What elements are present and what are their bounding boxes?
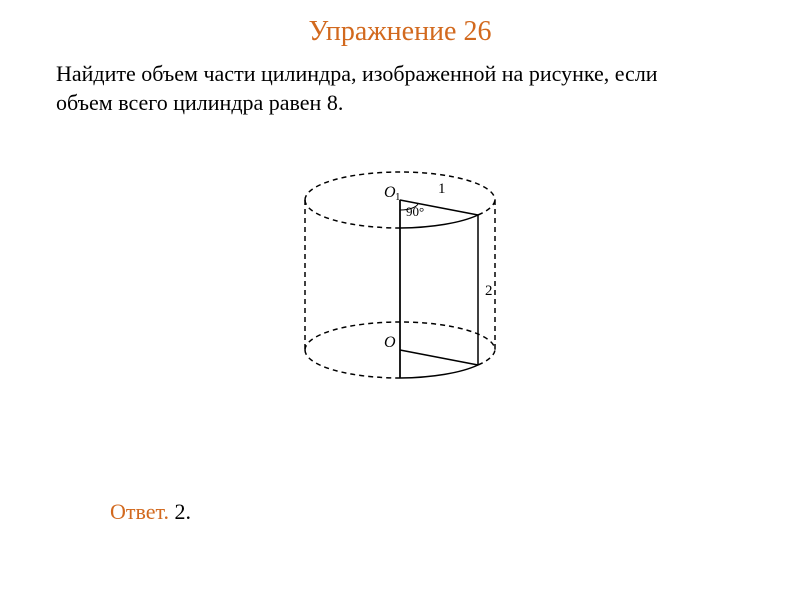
bottom-ellipse-front-left (305, 350, 400, 378)
answer-label: Ответ. (110, 499, 169, 524)
angle-label: 90° (406, 204, 424, 219)
radius-label: 1 (438, 181, 446, 197)
problem-statement: Найдите объем части цилиндра, изображенн… (0, 60, 800, 117)
center-bottom-label: O (384, 334, 396, 351)
problem-line2: объем всего цилиндра равен 8. (56, 90, 343, 115)
top-ellipse-front-left (305, 200, 400, 228)
answer-block: Ответ. 2. (110, 499, 191, 525)
cylinder-diagram: O 1 1 90° 2 O (260, 145, 540, 405)
answer-value: 2. (175, 499, 192, 524)
problem-line1: Найдите объем части цилиндра, изображенн… (56, 61, 658, 86)
height-label: 2 (485, 283, 493, 299)
center-top-subscript: 1 (395, 191, 401, 203)
figure-container: O 1 1 90° 2 O (0, 145, 800, 405)
top-ellipse-front-right (478, 200, 495, 215)
bottom-sector-arc (400, 365, 478, 378)
exercise-title: Упражнение 26 (0, 0, 800, 60)
bottom-radius-1 (400, 350, 478, 365)
bottom-ellipse-front-right (478, 350, 495, 365)
